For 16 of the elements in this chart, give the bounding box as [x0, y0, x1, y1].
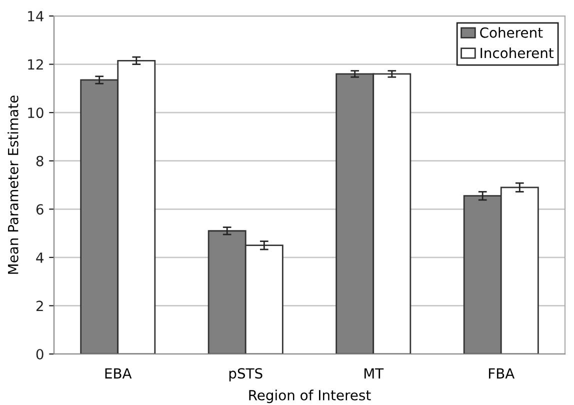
y-tick-label: 0 [36, 348, 44, 360]
x-tick-label: EBA [105, 368, 132, 378]
y-tick-label: 6 [36, 204, 44, 215]
y-tick-label: 4 [36, 252, 44, 263]
legend-label: Coherent [480, 27, 543, 38]
y-tick-label: 12 [28, 59, 43, 70]
legend-label: Incoherent [480, 47, 554, 58]
x-tick-label: MT [364, 368, 384, 378]
x-tick-label: pSTS [229, 368, 262, 382]
y-tick-label: 8 [36, 156, 44, 166]
x-axis-title: Region of Interest [249, 390, 371, 404]
y-axis-title: Mean Parameter Estimate [8, 96, 18, 274]
y-tick-label: 2 [36, 300, 43, 311]
x-tick-label: FBA [488, 368, 515, 378]
y-tick-label: 14 [28, 11, 44, 22]
y-tick-label: 10 [28, 108, 44, 118]
